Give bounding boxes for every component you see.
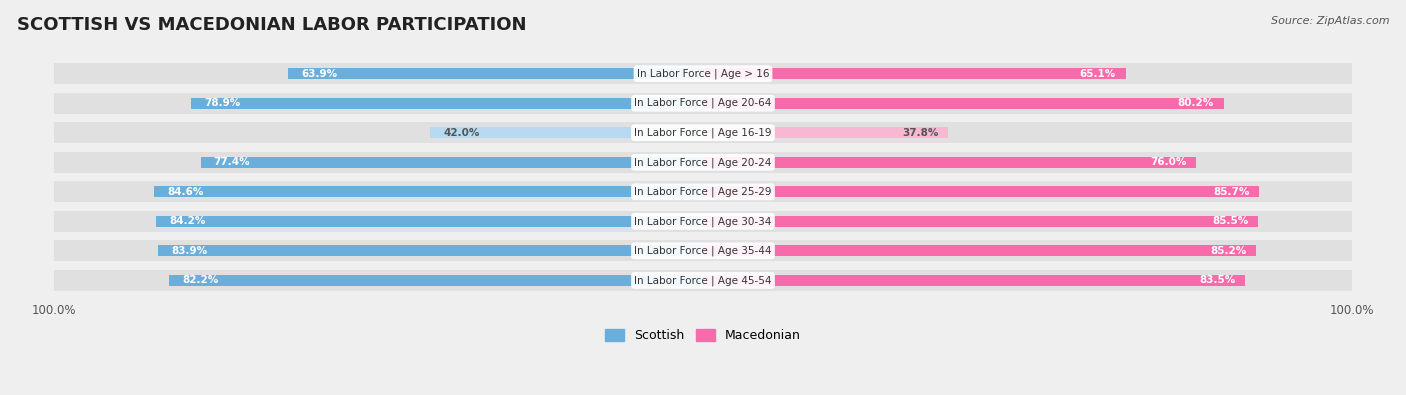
Text: 85.2%: 85.2% <box>1211 246 1246 256</box>
Bar <box>703 186 1260 198</box>
Text: In Labor Force | Age 30-34: In Labor Force | Age 30-34 <box>634 216 772 227</box>
Text: In Labor Force | Age 35-44: In Labor Force | Age 35-44 <box>634 246 772 256</box>
Text: 77.4%: 77.4% <box>214 157 250 167</box>
Legend: Scottish, Macedonian: Scottish, Macedonian <box>600 324 806 347</box>
Text: SCOTTISH VS MACEDONIAN LABOR PARTICIPATION: SCOTTISH VS MACEDONIAN LABOR PARTICIPATI… <box>17 16 526 34</box>
Bar <box>703 211 1353 232</box>
Text: 65.1%: 65.1% <box>1080 69 1116 79</box>
Text: 63.9%: 63.9% <box>301 69 337 79</box>
Bar <box>288 68 703 79</box>
Bar <box>53 211 703 232</box>
Text: In Labor Force | Age 45-54: In Labor Force | Age 45-54 <box>634 275 772 286</box>
Bar <box>170 275 703 286</box>
Bar <box>703 270 1353 291</box>
Bar <box>703 181 1353 203</box>
Bar <box>191 98 703 109</box>
Bar <box>53 270 703 291</box>
Text: 84.2%: 84.2% <box>170 216 205 226</box>
Text: 78.9%: 78.9% <box>204 98 240 108</box>
Bar <box>703 122 1353 143</box>
Text: In Labor Force | Age 20-64: In Labor Force | Age 20-64 <box>634 98 772 109</box>
Bar <box>703 152 1353 173</box>
Bar <box>53 63 703 84</box>
Bar <box>703 127 948 138</box>
Text: 85.5%: 85.5% <box>1212 216 1249 226</box>
Text: 80.2%: 80.2% <box>1178 98 1213 108</box>
Bar <box>53 122 703 143</box>
Text: 42.0%: 42.0% <box>443 128 479 138</box>
Bar <box>201 157 703 168</box>
Text: 84.6%: 84.6% <box>167 187 204 197</box>
Bar <box>703 216 1258 227</box>
Text: 37.8%: 37.8% <box>903 128 939 138</box>
Bar <box>159 245 703 256</box>
Text: 76.0%: 76.0% <box>1150 157 1187 167</box>
Bar <box>53 152 703 173</box>
Bar <box>703 68 1126 79</box>
Bar <box>703 98 1223 109</box>
Bar <box>156 216 703 227</box>
Bar <box>703 157 1197 168</box>
Bar <box>703 245 1256 256</box>
Bar <box>53 92 703 114</box>
Text: 83.9%: 83.9% <box>172 246 208 256</box>
Text: In Labor Force | Age 25-29: In Labor Force | Age 25-29 <box>634 186 772 197</box>
Bar <box>53 240 703 261</box>
Text: 83.5%: 83.5% <box>1199 275 1236 286</box>
Bar <box>53 181 703 203</box>
Text: 82.2%: 82.2% <box>183 275 219 286</box>
Bar <box>703 275 1244 286</box>
Bar <box>703 63 1353 84</box>
Bar <box>703 240 1353 261</box>
Bar <box>430 127 703 138</box>
Text: In Labor Force | Age 20-24: In Labor Force | Age 20-24 <box>634 157 772 167</box>
Text: Source: ZipAtlas.com: Source: ZipAtlas.com <box>1271 16 1389 26</box>
Bar <box>703 92 1353 114</box>
Text: 85.7%: 85.7% <box>1213 187 1250 197</box>
Text: In Labor Force | Age > 16: In Labor Force | Age > 16 <box>637 68 769 79</box>
Text: In Labor Force | Age 16-19: In Labor Force | Age 16-19 <box>634 128 772 138</box>
Bar <box>153 186 703 198</box>
